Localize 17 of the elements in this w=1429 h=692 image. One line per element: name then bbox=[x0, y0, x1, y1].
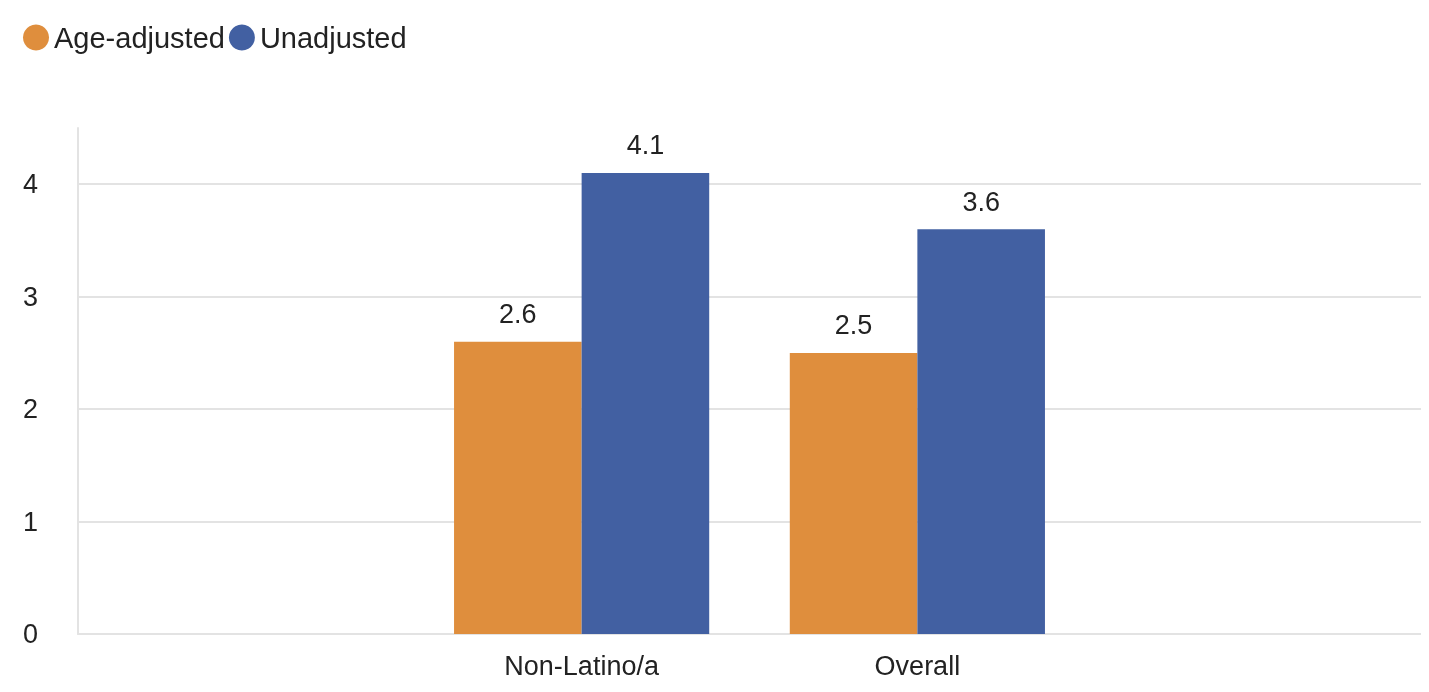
x-tick-label: Overall bbox=[874, 650, 961, 681]
bar bbox=[454, 341, 582, 634]
legend-label: Unadjusted bbox=[259, 21, 407, 54]
y-tick-label: 4 bbox=[22, 169, 38, 200]
bar bbox=[789, 352, 918, 634]
y-tick-label: 2 bbox=[22, 394, 38, 425]
data-label: 4.1 bbox=[626, 130, 665, 161]
data-label: 3.6 bbox=[962, 186, 1000, 217]
bar bbox=[917, 229, 1045, 634]
y-tick-label: 1 bbox=[22, 506, 38, 537]
y-tick-label: 3 bbox=[22, 281, 38, 312]
data-label: 2.6 bbox=[499, 299, 537, 330]
x-tick-label: Non-Latino/a bbox=[504, 650, 660, 681]
bar bbox=[581, 172, 710, 634]
y-tick-label: 0 bbox=[22, 619, 38, 649]
legend-label: Age-adjusted bbox=[54, 21, 225, 54]
data-label: 2.5 bbox=[834, 310, 873, 341]
